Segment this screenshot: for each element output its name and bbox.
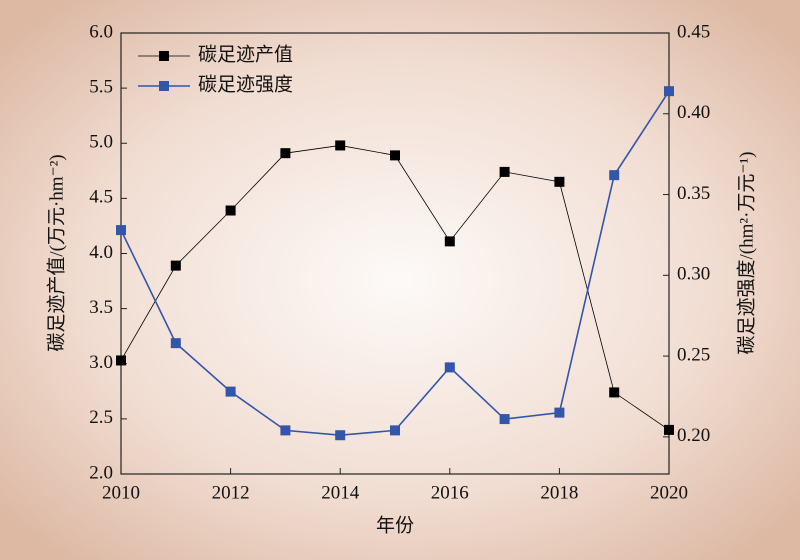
y-tick-label: 2.0	[89, 462, 113, 483]
y2-tick-label: 0.20	[677, 425, 710, 446]
y-tick-label: 4.0	[89, 242, 113, 263]
point-marker	[664, 424, 674, 435]
point-marker	[390, 425, 400, 436]
legend-label: 碳足迹产值	[198, 43, 293, 65]
y-tick-label: 3.5	[89, 297, 113, 318]
point-marker	[664, 86, 674, 97]
point-marker	[116, 225, 126, 236]
x-axis-label: 年份	[376, 514, 414, 536]
point-marker	[280, 425, 291, 436]
y-tick-label: 2.5	[89, 407, 113, 428]
point-marker	[499, 166, 510, 177]
y2-tick-label: 0.25	[677, 344, 710, 365]
y2-tick-label: 0.40	[677, 102, 710, 123]
point-marker	[225, 386, 236, 397]
point-marker	[225, 205, 236, 216]
x-tick-label: 2020	[650, 482, 688, 503]
point-marker	[444, 362, 455, 373]
point-marker	[609, 170, 620, 181]
y-tick-label: 5.5	[89, 76, 113, 97]
point-marker	[499, 414, 510, 425]
y2-axis-label: 碳足迹强度/(hm²·万元⁻¹)	[735, 152, 757, 355]
legend-marker	[159, 81, 169, 91]
y2-tick-label: 0.35	[677, 183, 710, 204]
x-tick-label: 2010	[102, 482, 140, 503]
point-marker	[116, 355, 126, 366]
point-marker	[390, 150, 400, 161]
y-axis-label: 碳足迹产值/(万元·hm⁻²)	[45, 154, 67, 351]
x-tick-label: 2016	[431, 482, 469, 503]
y-tick-label: 5.0	[89, 132, 113, 153]
point-marker	[444, 236, 455, 247]
y2-tick-label: 0.45	[677, 21, 710, 42]
point-marker	[170, 260, 181, 271]
point-marker	[170, 338, 181, 349]
x-tick-label: 2018	[540, 482, 578, 503]
x-tick-label: 2014	[321, 482, 360, 503]
legend-label: 碳足迹强度	[198, 73, 293, 95]
y-tick-label: 4.5	[89, 187, 113, 208]
legend-marker	[159, 51, 169, 61]
y2-tick-label: 0.30	[677, 264, 710, 285]
point-marker	[280, 148, 291, 159]
y-tick-label: 3.0	[89, 352, 113, 373]
point-marker	[554, 176, 565, 187]
point-marker	[609, 387, 620, 398]
y-tick-label: 6.0	[89, 21, 113, 42]
point-marker	[335, 430, 346, 441]
x-tick-label: 2012	[212, 482, 250, 503]
point-marker	[335, 140, 346, 151]
point-marker	[554, 407, 565, 418]
